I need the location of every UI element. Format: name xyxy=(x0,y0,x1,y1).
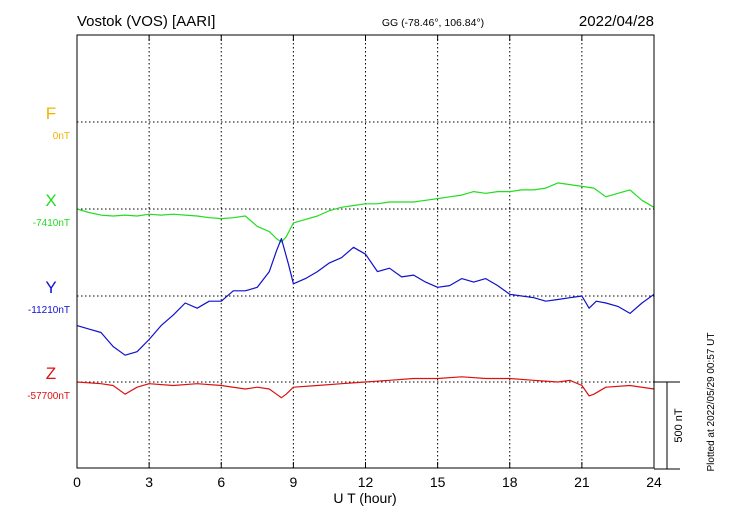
x-tick-label: 15 xyxy=(430,474,446,490)
component-name-z: Z xyxy=(46,364,56,383)
x-tick-label: 12 xyxy=(358,474,374,490)
x-tick-label: 6 xyxy=(217,474,225,490)
component-labels: F 0nT X -7410nT Y -11210nT Z -57700nT xyxy=(27,104,70,402)
date-label: 2022/04/28 xyxy=(579,13,654,30)
component-baseline-f: 0nT xyxy=(53,131,70,142)
x-tick-label: 3 xyxy=(145,474,153,490)
series-line-z xyxy=(76,376,655,399)
x-tick-label: 0 xyxy=(73,474,81,490)
x-tick-label: 21 xyxy=(574,474,590,490)
x-axis: 0 3 6 9 12 15 18 21 24 xyxy=(73,35,662,490)
scale-bar-label: 500 nT xyxy=(673,408,685,443)
series-lines xyxy=(76,182,655,399)
x-tick-label: 9 xyxy=(289,474,297,490)
component-baseline-x: -7410nT xyxy=(33,218,70,229)
grid xyxy=(77,35,654,468)
component-name-f: F xyxy=(46,104,56,123)
station-title: Vostok (VOS) [AARI] xyxy=(77,13,215,30)
x-tick-label: 18 xyxy=(502,474,518,490)
component-name-x: X xyxy=(45,191,56,210)
series-line-y xyxy=(76,238,655,356)
component-baseline-z: -57700nT xyxy=(27,391,70,402)
series-line-x xyxy=(76,182,655,243)
component-name-y: Y xyxy=(45,278,56,297)
plotted-at-note: Plotted at 2022/05/29 00:57 UT xyxy=(706,333,717,472)
x-axis-label: U T (hour) xyxy=(333,490,396,506)
component-baseline-y: -11210nT xyxy=(28,305,70,316)
scale-bar: 500 nT xyxy=(654,381,685,470)
coordinates-label: GG (-78.46°, 106.84°) xyxy=(382,17,484,29)
x-tick-label: 24 xyxy=(646,474,662,490)
